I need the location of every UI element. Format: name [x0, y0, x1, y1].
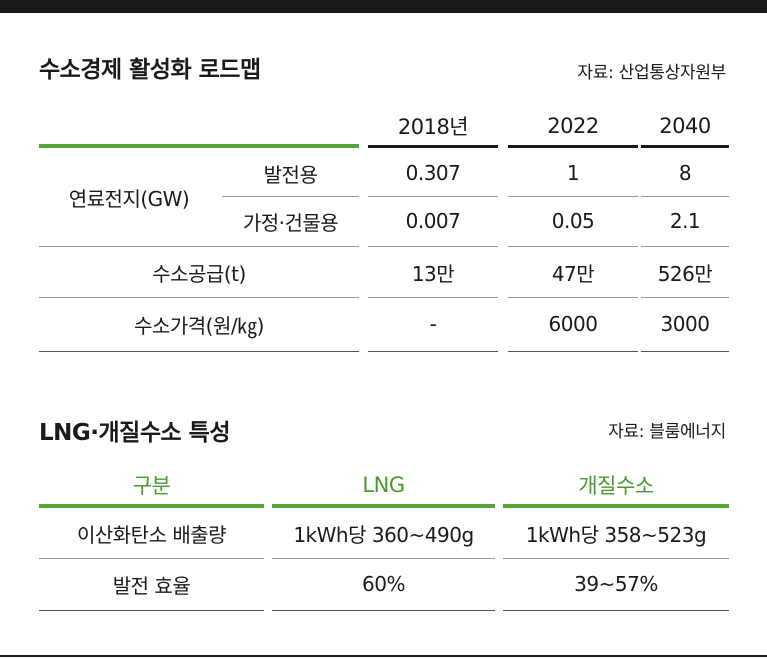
cell-value: 1: [566, 161, 580, 185]
lng-header-rule: [272, 504, 495, 508]
cell-value: 0.007: [405, 209, 461, 233]
row-divider: [39, 558, 264, 559]
header-rule-green: [39, 144, 359, 148]
table-bottom-rule: [272, 610, 495, 611]
lng-header-reformed: 개질수소: [578, 474, 654, 498]
cell-value: 0.307: [405, 161, 461, 185]
roadmap-source: 자료: 산업통상자원부: [577, 63, 726, 83]
cell-value: 47만: [551, 261, 595, 286]
row-divider: [368, 196, 498, 197]
row-divider: [641, 297, 729, 298]
table-bottom-rule: [368, 351, 498, 352]
row-divider: [508, 196, 638, 197]
row-divider: [272, 558, 495, 559]
table-bottom-rule: [641, 351, 729, 352]
cell-value: 13만: [411, 261, 455, 286]
header-rule-2022: [508, 145, 638, 148]
lng-row-label-co2: 이산화탄소 배출량: [76, 522, 227, 547]
lng-header-lng: LNG: [362, 473, 405, 497]
cell-value: -: [429, 312, 437, 336]
row-divider: [641, 246, 729, 247]
lng-row-label-efficiency: 발전 효율: [112, 573, 191, 598]
header-rule-2018: [368, 145, 498, 148]
table-bottom-rule: [503, 610, 729, 611]
row-divider: [508, 246, 638, 247]
row-label-home-building: 가정·건물용: [242, 210, 339, 235]
cell-value: 1kWh당 358~523g: [525, 522, 707, 547]
row-divider: [641, 196, 729, 197]
table-bottom-rule: [508, 351, 638, 352]
row-label-hydrogen-price: 수소가격(원/㎏): [134, 313, 264, 338]
col-header-2018: 2018년: [397, 115, 469, 139]
row-label-hydrogen-supply: 수소공급(t): [152, 261, 246, 286]
roadmap-title: 수소경제 활성화 로드맵: [39, 57, 261, 83]
lng-source: 자료: 블룸에너지: [608, 422, 726, 442]
row-divider: [508, 297, 638, 298]
table-bottom-rule: [39, 351, 359, 352]
col-header-2022: 2022: [547, 114, 599, 138]
row-divider: [503, 558, 729, 559]
row-divider: [39, 297, 359, 298]
row-divider: [368, 297, 498, 298]
cell-value: 2.1: [669, 209, 701, 233]
cell-value: 6000: [548, 312, 598, 336]
cell-value: 0.05: [551, 209, 595, 233]
lng-title: LNG·개질수소 특성: [39, 420, 231, 446]
group-label-fuel-cell: 연료전지(GW): [68, 186, 190, 211]
cell-value: 8: [678, 161, 692, 185]
row-divider: [368, 246, 498, 247]
lng-header-rule: [503, 504, 729, 508]
bottom-rule: [0, 655, 767, 657]
header-rule-2040: [641, 145, 729, 148]
cell-value: 3000: [660, 312, 710, 336]
row-divider: [222, 196, 359, 197]
cell-value: 39~57%: [574, 572, 658, 596]
row-divider: [39, 246, 359, 247]
lng-header-category: 구분: [132, 474, 171, 498]
lng-header-rule: [39, 504, 264, 508]
top-bar: [0, 0, 767, 13]
cell-value: 526만: [657, 261, 713, 286]
row-label-power: 발전용: [263, 162, 318, 187]
table-bottom-rule: [39, 610, 264, 611]
col-header-2040: 2040: [659, 114, 711, 138]
cell-value: 1kWh당 360~490g: [293, 522, 474, 547]
cell-value: 60%: [362, 572, 405, 596]
